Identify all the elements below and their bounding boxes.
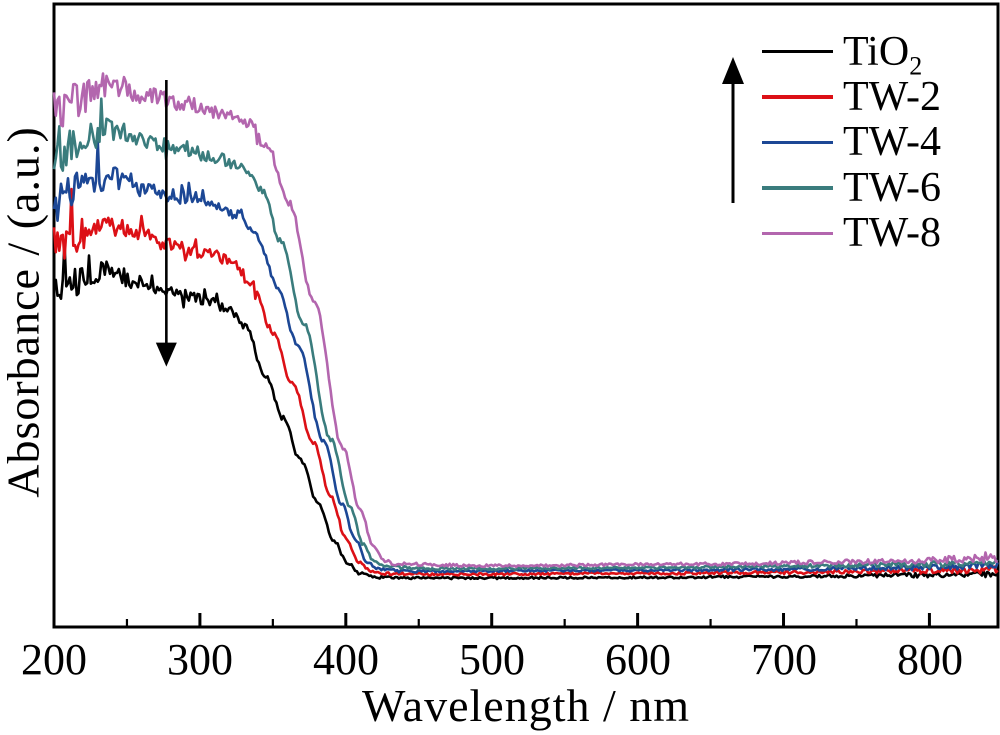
legend-label-tio2-sub: 2 <box>909 51 923 81</box>
legend-label-tio2: TiO2 <box>843 28 922 79</box>
legend-item-tio2: TiO2 <box>762 28 941 79</box>
up-arrow-head <box>722 57 744 84</box>
y-axis-label: Absorbance / (a.u.) <box>0 126 49 498</box>
legend-line-tio2 <box>762 49 833 54</box>
legend-item-tw6: TW-6 <box>762 165 941 210</box>
x-tick-label-500: 500 <box>459 635 525 684</box>
plot-frame <box>52 2 1000 629</box>
series-TW-8-curve <box>52 72 998 569</box>
legend-item-tw8: TW-8 <box>762 211 941 256</box>
x-tick-label-300: 300 <box>167 635 233 684</box>
legend-line-tw6 <box>762 186 833 190</box>
legend-label-tw4: TW-4 <box>843 119 941 166</box>
series-TW-2-curve <box>52 187 999 577</box>
x-tick-label-800: 800 <box>897 635 963 684</box>
series-TW-6-curve <box>52 97 999 572</box>
legend-label-tw2: TW-2 <box>843 74 941 121</box>
legend-label-tw6: TW-6 <box>843 164 941 211</box>
legend-item-tw4: TW-4 <box>762 120 941 165</box>
x-tick-label-200: 200 <box>21 635 87 684</box>
legend: TiO2 TW-2 TW-4 TW-6 TW-8 <box>762 29 941 256</box>
down-arrow-head <box>155 342 177 367</box>
x-tick-label-600: 600 <box>605 635 671 684</box>
x-tick-label-400: 400 <box>313 635 379 684</box>
legend-label-tio2-base: TiO <box>843 28 910 75</box>
x-axis-label: Wavelength / nm <box>361 680 691 731</box>
legend-label-tw8: TW-8 <box>843 210 941 257</box>
legend-item-tw2: TW-2 <box>762 74 941 119</box>
x-tick-label-700: 700 <box>751 635 817 684</box>
legend-line-tw4 <box>762 140 833 145</box>
legend-line-tw2 <box>762 95 833 99</box>
legend-line-tw8 <box>762 231 833 235</box>
series-TiO2-curve <box>52 241 999 581</box>
